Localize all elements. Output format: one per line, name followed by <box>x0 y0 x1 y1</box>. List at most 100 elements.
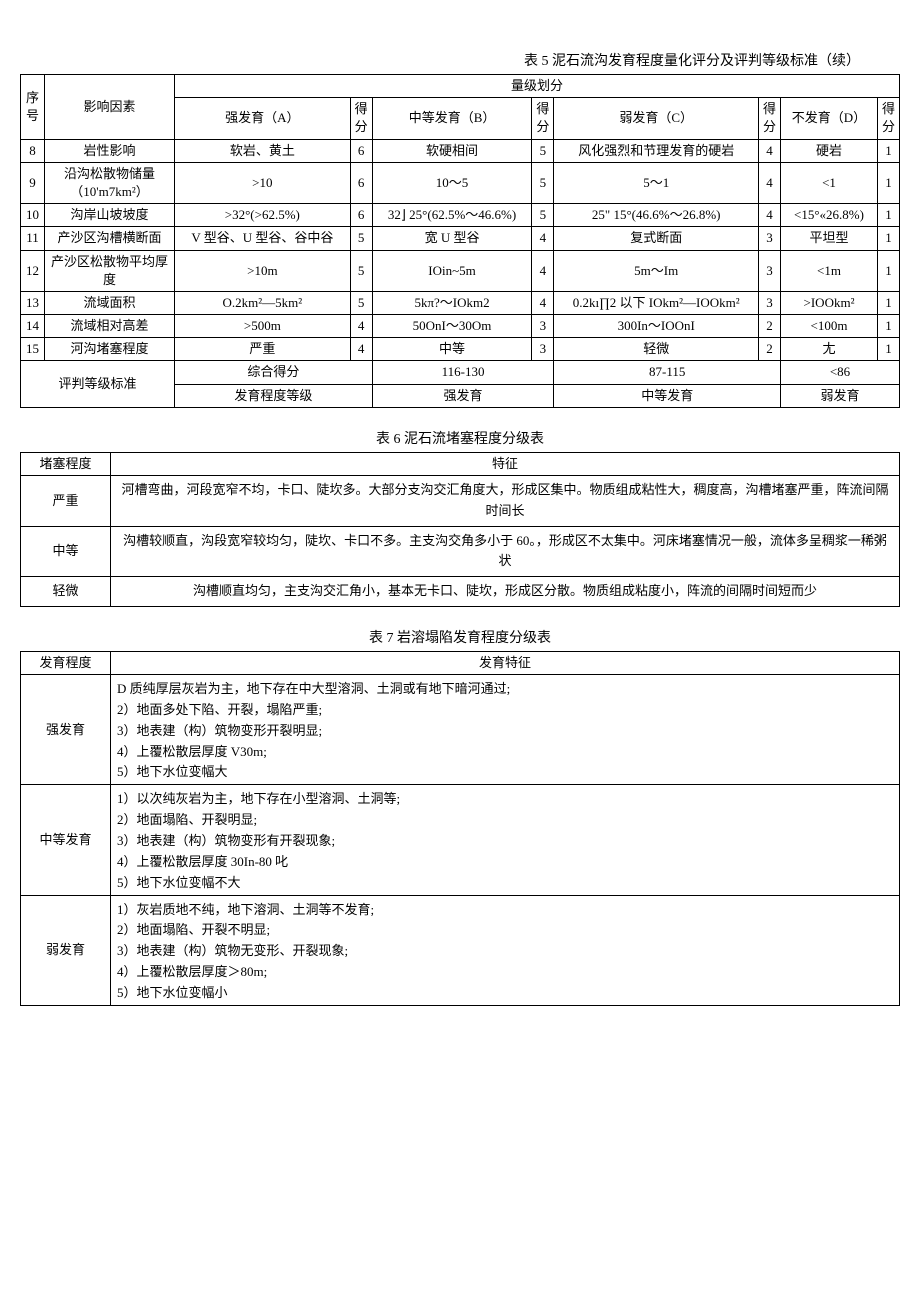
table-row: 轻微 沟槽顺直均匀，主支沟交汇角小，基本无卡口、陡坎，形成区分散。物质组成粘度小… <box>21 577 900 607</box>
table-row: 中等发育 1）以次纯灰岩为主，地下存在小型溶洞、土洞等;2）地面塌陷、开裂明显;… <box>21 785 900 895</box>
feature-line: 3）地表建（构）筑物变形有开裂现象; <box>117 831 893 852</box>
cell-features: 1）灰岩质地不纯，地下溶洞、土洞等不发育;2）地面塌陷、开裂不明显;3）地表建（… <box>111 895 900 1005</box>
cell-sd: 1 <box>878 250 900 291</box>
footer-grade3: 弱发育 <box>780 384 899 407</box>
cell-c: 5m～Im <box>554 250 759 291</box>
cell-a: >10m <box>175 250 351 291</box>
feature-line: 3）地表建（构）筑物无变形、开裂现象; <box>117 941 893 962</box>
cell-factor: 流域相对高差 <box>45 315 175 338</box>
header-seq: 序号 <box>21 75 45 140</box>
cell-sd: 1 <box>878 162 900 203</box>
feature-line: 5）地下水位变幅小 <box>117 983 893 1001</box>
cell-sb: 4 <box>532 250 554 291</box>
cell-level: 严重 <box>21 476 111 527</box>
cell-features: D 质纯厚层灰岩为主，地下存在中大型溶洞、土洞或有地下暗河通过;2）地面多处下陷… <box>111 675 900 785</box>
cell-seq: 10 <box>21 204 45 227</box>
table5-title: 表 5 泥石流沟发育程度量化评分及评判等级标准（续） <box>20 50 900 70</box>
table5: 序号 影响因素 量级划分 强发育（A） 得分 中等发育（B） 得分 弱发育（C）… <box>20 74 900 408</box>
cell-c: 轻微 <box>554 338 759 361</box>
cell-b: 32⌋ 25°(62.5%～46.6%) <box>372 204 532 227</box>
cell-level: 中等发育 <box>21 785 111 895</box>
cell-feature: 河槽弯曲，河段宽窄不均，卡口、陡坎多。大部分支沟交汇角度大，形成区集中。物质组成… <box>111 476 900 527</box>
table-row: 14 流域相对高差 >500m 4 50OnI～30Om 3 300In～IOO… <box>21 315 900 338</box>
table7: 发育程度 发育特征 强发育 D 质纯厚层灰岩为主，地下存在中大型溶洞、土洞或有地… <box>20 651 900 1006</box>
cell-factor: 流域面积 <box>45 291 175 314</box>
cell-a: 严重 <box>175 338 351 361</box>
cell-factor: 岩性影响 <box>45 139 175 162</box>
footer-grade2: 中等发育 <box>554 384 781 407</box>
cell-feature: 沟槽较顺直，沟段宽窄较均匀，陡坎、卡口不多。主支沟交角多小于 60。，形成区不太… <box>111 526 900 577</box>
cell-sa: 5 <box>350 250 372 291</box>
cell-sd: 1 <box>878 204 900 227</box>
cell-sc: 3 <box>758 291 780 314</box>
cell-seq: 13 <box>21 291 45 314</box>
cell-seq: 8 <box>21 139 45 162</box>
cell-d: <15°«26.8%) <box>780 204 877 227</box>
t6-header-level: 堵塞程度 <box>21 452 111 475</box>
cell-sb: 4 <box>532 227 554 250</box>
cell-sc: 4 <box>758 204 780 227</box>
cell-feature: 沟槽顺直均匀，主支沟交汇角小，基本无卡口、陡坎，形成区分散。物质组成粘度小，阵流… <box>111 577 900 607</box>
cell-sd: 1 <box>878 139 900 162</box>
header-score-b: 得分 <box>532 98 554 139</box>
header-score-d: 得分 <box>878 98 900 139</box>
table-row: 10 沟岸山坡坡度 >32°(>62.5%) 6 32⌋ 25°(62.5%～4… <box>21 204 900 227</box>
cell-seq: 15 <box>21 338 45 361</box>
cell-factor: 沟岸山坡坡度 <box>45 204 175 227</box>
cell-sc: 3 <box>758 250 780 291</box>
cell-b: 中等 <box>372 338 532 361</box>
table-row: 严重 河槽弯曲，河段宽窄不均，卡口、陡坎多。大部分支沟交汇角度大，形成区集中。物… <box>21 476 900 527</box>
footer-grade-label: 发育程度等级 <box>175 384 373 407</box>
cell-b: IOin~5m <box>372 250 532 291</box>
cell-b: 宽 U 型谷 <box>372 227 532 250</box>
cell-d: 尢 <box>780 338 877 361</box>
feature-line: 4）上覆松散层厚度 30In-80 叱 <box>117 852 893 873</box>
cell-sc: 3 <box>758 227 780 250</box>
cell-c: 5～1 <box>554 162 759 203</box>
cell-d: 硬岩 <box>780 139 877 162</box>
header-none-d: 不发育（D） <box>780 98 877 139</box>
table-row: 弱发育 1）灰岩质地不纯，地下溶洞、土洞等不发育;2）地面塌陷、开裂不明显;3）… <box>21 895 900 1005</box>
cell-a: >500m <box>175 315 351 338</box>
table-row: 13 流域面积 O.2km²—5km² 5 5kπ?～IOkm2 4 0.2kı… <box>21 291 900 314</box>
header-score-c: 得分 <box>758 98 780 139</box>
t6-header-feature: 特征 <box>111 452 900 475</box>
feature-line: 3）地表建（构）筑物变形开裂明显; <box>117 721 893 742</box>
cell-seq: 12 <box>21 250 45 291</box>
cell-sb: 3 <box>532 315 554 338</box>
cell-c: 0.2kı∏2 以下 IOkm²—IOOkm² <box>554 291 759 314</box>
table-row: 11 产沙区沟槽横断面 V 型谷、U 型谷、谷中谷 5 宽 U 型谷 4 复式断… <box>21 227 900 250</box>
feature-line: 2）地面多处下陷、开裂，塌陷严重; <box>117 700 893 721</box>
cell-sc: 4 <box>758 139 780 162</box>
feature-line: 5）地下水位变幅不大 <box>117 873 893 891</box>
cell-b: 5kπ?～IOkm2 <box>372 291 532 314</box>
feature-line: 1）灰岩质地不纯，地下溶洞、土洞等不发育; <box>117 900 893 921</box>
table6: 堵塞程度 特征 严重 河槽弯曲，河段宽窄不均，卡口、陡坎多。大部分支沟交汇角度大… <box>20 452 900 607</box>
table-row: 8 岩性影响 软岩、黄土 6 软硬相间 5 风化强烈和节理发育的硬岩 4 硬岩 … <box>21 139 900 162</box>
cell-sb: 4 <box>532 291 554 314</box>
t7-header-feature: 发育特征 <box>111 651 900 674</box>
cell-b: 10～5 <box>372 162 532 203</box>
cell-b: 50OnI～30Om <box>372 315 532 338</box>
cell-c: 25" 15°(46.6%～26.8%) <box>554 204 759 227</box>
cell-sa: 5 <box>350 291 372 314</box>
feature-line: 5）地下水位变幅大 <box>117 762 893 780</box>
header-medium-b: 中等发育（B） <box>372 98 532 139</box>
table-row: 15 河沟堵塞程度 严重 4 中等 3 轻微 2 尢 1 <box>21 338 900 361</box>
cell-sa: 4 <box>350 315 372 338</box>
cell-level: 弱发育 <box>21 895 111 1005</box>
cell-d: >IOOkm² <box>780 291 877 314</box>
cell-a: 软岩、黄土 <box>175 139 351 162</box>
footer-label: 评判等级标准 <box>21 361 175 407</box>
cell-sc: 4 <box>758 162 780 203</box>
feature-line: 1）以次纯灰岩为主，地下存在小型溶洞、土洞等; <box>117 789 893 810</box>
t7-header-level: 发育程度 <box>21 651 111 674</box>
cell-sd: 1 <box>878 315 900 338</box>
footer-grade1: 强发育 <box>372 384 554 407</box>
header-strong-a: 强发育（A） <box>175 98 351 139</box>
cell-a: V 型谷、U 型谷、谷中谷 <box>175 227 351 250</box>
cell-sd: 1 <box>878 227 900 250</box>
cell-sc: 2 <box>758 338 780 361</box>
cell-sa: 4 <box>350 338 372 361</box>
cell-c: 300In～IOOnI <box>554 315 759 338</box>
